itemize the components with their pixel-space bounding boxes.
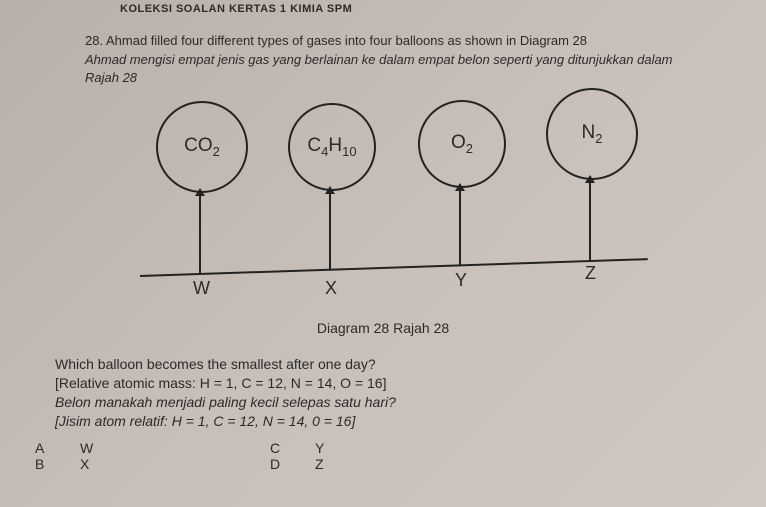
option-d-letter: D — [270, 456, 315, 472]
question-text-my: Ahmad mengisi empat jenis gas yang berla… — [85, 51, 736, 69]
balloon-x-label: X — [325, 278, 337, 299]
diagram: CO2 W C4H10 X O2 Y N2 Z — [100, 100, 670, 300]
balloon-w-label: W — [193, 278, 210, 299]
balloon-y-knot — [455, 183, 465, 191]
question-ref-my: Rajah 28 — [85, 69, 736, 87]
question-number: 28. — [85, 33, 103, 48]
question-block: 28. Ahmad filled four different types of… — [85, 32, 736, 88]
balloon-z-string — [589, 183, 591, 260]
balloon-y: O2 — [418, 100, 506, 188]
question-followup: Which balloon becomes the smallest after… — [55, 355, 396, 431]
balloon-w: CO2 — [156, 101, 248, 193]
balloon-y-formula: O2 — [451, 132, 473, 156]
balloon-w-string — [199, 196, 201, 274]
balloon-x-knot — [325, 186, 335, 194]
balloon-z-knot — [585, 175, 595, 183]
followup-line2: [Relative atomic mass: H = 1, C = 12, N … — [55, 374, 396, 393]
option-c-value: Y — [315, 440, 505, 456]
option-b-letter: B — [35, 456, 80, 472]
followup-line1: Which balloon becomes the smallest after… — [55, 355, 396, 374]
diagram-caption: Diagram 28 Rajah 28 — [0, 320, 766, 336]
balloon-x: C4H10 — [288, 103, 376, 191]
balloon-w-formula: CO2 — [184, 135, 220, 159]
balloon-x-formula: C4H10 — [307, 135, 356, 159]
balloon-w-knot — [195, 188, 205, 196]
balloon-z: N2 — [546, 88, 638, 180]
balloon-y-label: Y — [455, 270, 467, 291]
option-d-value: Z — [315, 456, 505, 472]
balloon-y-string — [459, 191, 461, 266]
balloon-z-formula: N2 — [582, 122, 603, 146]
followup-line3: Belon manakah menjadi paling kecil selep… — [55, 393, 396, 412]
balloon-x-string — [329, 194, 331, 270]
question-text-en: Ahmad filled four different types of gas… — [106, 33, 587, 48]
answer-options: A W C Y B X D Z — [35, 440, 505, 472]
option-a-letter: A — [35, 440, 80, 456]
ground-line — [140, 258, 648, 277]
balloon-z-label: Z — [585, 263, 596, 284]
option-c-letter: C — [270, 440, 315, 456]
option-b-value: X — [80, 456, 270, 472]
followup-line4: [Jisim atom relatif: H = 1, C = 12, N = … — [55, 412, 396, 431]
option-a-value: W — [80, 440, 270, 456]
page-header: KOLEKSI SOALAN KERTAS 1 KIMIA SPM — [120, 3, 352, 15]
